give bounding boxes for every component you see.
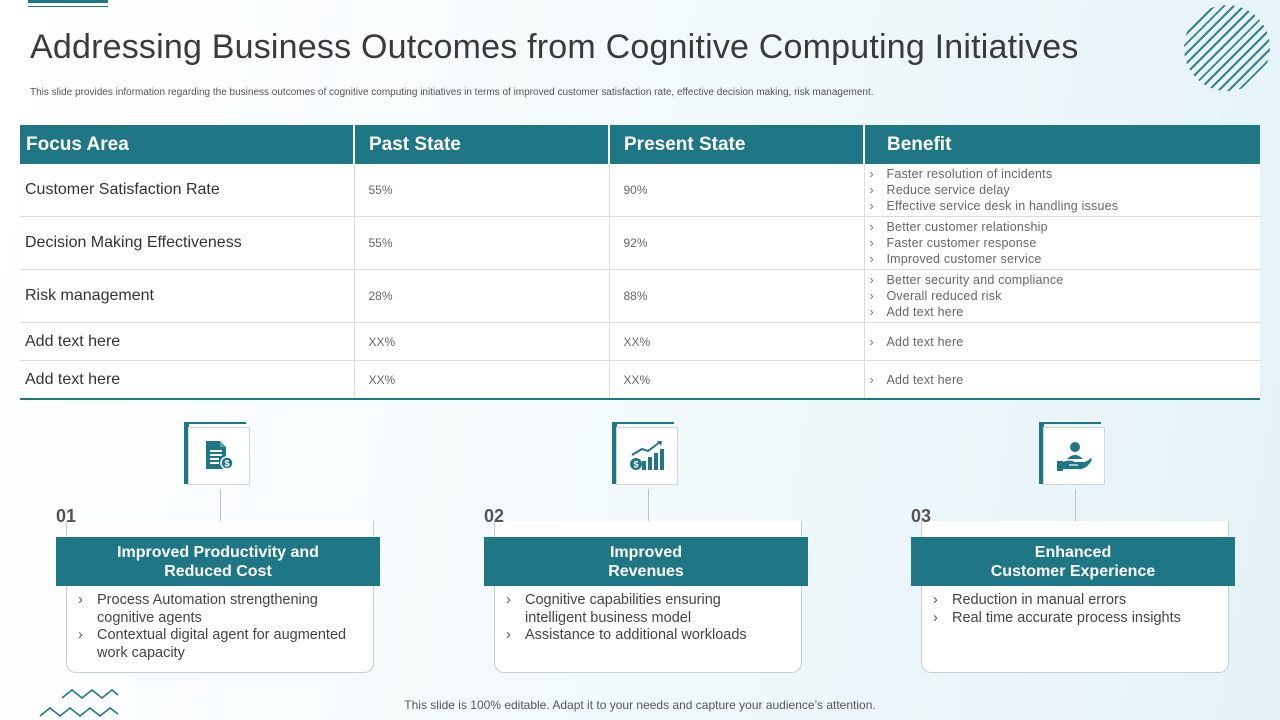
header-focus-area: Focus Area [20,125,355,164]
benefit-item: Add text here [869,304,1247,320]
past-state-cell: 28% [354,269,610,323]
benefit-item: Improved customer service [869,251,1247,267]
card-points: Cognitive capabilities ensuring intellig… [506,592,776,645]
svg-text:$: $ [224,459,229,469]
customer-care-hand-icon [1057,442,1092,471]
benefit-list: Faster resolution of incidents Reduce se… [869,166,1247,214]
hatched-circle-decoration [1184,5,1270,91]
past-state-cell: XX% [354,360,610,400]
table-row: Risk management 28% 88% Better security … [20,269,1260,323]
card-point: Assistance to additional workloads [506,627,776,645]
card-points: Process Automation strengthening cogniti… [78,592,348,662]
benefit-item: Reduce service delay [869,182,1247,198]
card-title: Improved Productivity and Reduced Cost [56,537,380,586]
card-title-line: Customer Experience [990,562,1156,580]
benefit-cell: Better customer relationship Faster cust… [864,216,1260,270]
header-past-state: Past State [354,125,610,164]
outcome-card-revenues: $ 02 Improved Revenues Cognitive capabil… [484,420,810,680]
top-accent-line [28,0,108,3]
card-point: Contextual digital agent for augmented w… [78,627,348,662]
outcome-card-customer-experience: 03 Enhanced Customer Experience Reductio… [911,420,1237,680]
card-point: Process Automation strengthening cogniti… [78,592,348,627]
card-point: Cognitive capabilities ensuring intellig… [506,592,776,627]
table-row: Add text here XX% XX% Add text here [20,322,1260,361]
outcome-card-productivity: $ 01 Improved Productivity and Reduced C… [56,420,382,680]
document-money-icon: $ [206,441,234,470]
benefit-item: Better customer relationship [869,219,1247,235]
icon-box [1043,427,1105,485]
benefit-item: Effective service desk in handling issue… [869,198,1247,214]
present-state-cell: 88% [609,269,865,323]
zigzag-decoration [39,688,119,718]
card-number: 03 [911,506,932,526]
present-state-cell: XX% [609,322,865,361]
footer-note: This slide is 100% editable. Adapt it to… [404,698,876,712]
benefit-item: Faster resolution of incidents [869,166,1247,182]
benefit-cell: Faster resolution of incidents Reduce se… [864,164,1260,217]
table-row: Decision Making Effectiveness 55% 92% Be… [20,216,1260,270]
benefit-item: Add text here [869,334,1247,350]
slide-title: Addressing Business Outcomes from Cognit… [30,28,1079,66]
benefit-list: Add text here [869,334,1247,350]
icon-box: $ [188,427,250,485]
connector-line [1075,489,1076,522]
table-row: Customer Satisfaction Rate 55% 90% Faste… [20,164,1260,217]
focus-area-cell: Add text here [20,360,355,400]
benefit-cell: Better security and compliance Overall r… [864,269,1260,323]
present-state-cell: 92% [609,216,865,270]
card-point: Real time accurate process insights [933,610,1203,628]
card-points: Reduction in manual errors Real time acc… [933,592,1203,627]
card-title-line: Improved Productivity and [117,543,319,561]
connector-line [648,489,649,522]
card-title-line: Reduced Cost [164,562,272,580]
past-state-cell: 55% [354,164,610,217]
past-state-cell: 55% [354,216,610,270]
card-point: Reduction in manual errors [933,592,1203,610]
benefit-list: Better customer relationship Faster cust… [869,219,1247,267]
icon-box: $ [616,427,678,485]
card-number: 01 [56,506,77,526]
header-present-state: Present State [609,125,865,164]
slide-subtitle: This slide provides information regardin… [30,87,874,98]
benefit-list: Add text here [869,372,1247,388]
focus-area-cell: Decision Making Effectiveness [20,216,355,270]
benefit-item: Overall reduced risk [869,288,1247,304]
table-row: Add text here XX% XX% Add text here [20,360,1260,400]
past-state-cell: XX% [354,322,610,361]
present-state-cell: 90% [609,164,865,217]
benefit-item: Better security and compliance [869,272,1247,288]
benefit-list: Better security and compliance Overall r… [869,272,1247,320]
benefit-item: Add text here [869,372,1247,388]
focus-area-cell: Customer Satisfaction Rate [20,164,355,217]
header-benefit: Benefit [864,125,1260,164]
svg-text:$: $ [633,460,638,470]
card-number: 02 [484,506,505,526]
focus-area-cell: Add text here [20,322,355,361]
table-header-row: Focus Area Past State Present State Bene… [20,125,1260,164]
connector-line [220,489,221,522]
card-title-line: Improved [609,543,682,561]
card-title: Enhanced Customer Experience [911,537,1235,586]
benefit-item: Faster customer response [869,235,1247,251]
card-title-line: Revenues [608,562,684,580]
benefit-cell: Add text here [864,360,1260,400]
outcomes-table: Focus Area Past State Present State Bene… [20,125,1260,400]
focus-area-cell: Risk management [20,269,355,323]
benefit-cell: Add text here [864,322,1260,361]
top-accent-line-thin [28,6,108,7]
revenue-growth-chart-icon: $ [630,441,664,470]
card-title-line: Enhanced [1034,543,1112,561]
card-title: Improved Revenues [484,537,808,586]
present-state-cell: XX% [609,360,865,400]
